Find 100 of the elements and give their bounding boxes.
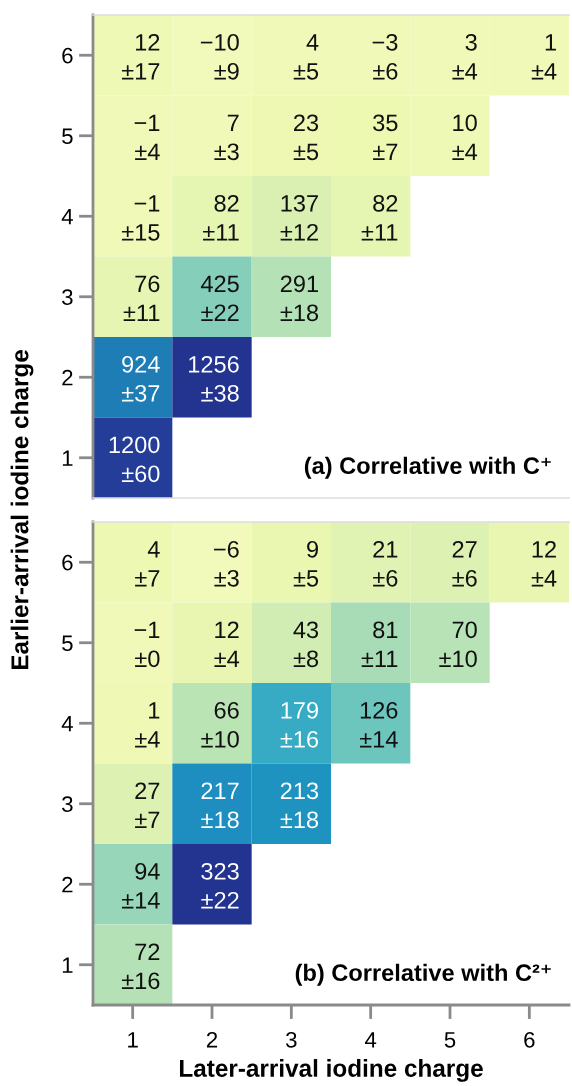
annotation: ±38 [201,384,239,402]
annotation: ±11 [361,650,398,667]
y-tick-label: 4 [61,209,73,225]
x-tick-label: 1 [128,1032,138,1048]
data-label: 4 [306,34,319,51]
annotation: ±4 [452,143,478,160]
annotation: ±10 [439,650,477,668]
annotation: ±3 [214,143,239,161]
y-axis-title: Earlier-arrival iodine charge [10,350,34,670]
data-label: 66 [214,701,239,719]
data-label: 323 [201,862,239,880]
annotation: ±12 [280,223,318,241]
annotation: (a) Correlative with C⁺ [304,456,551,479]
data-label: 213 [280,782,319,800]
annotation: ±5 [293,143,319,161]
y-tick-label: 3 [62,289,73,306]
data-label: 3 [465,33,477,51]
annotation: ±16 [121,972,160,990]
data-label: 924 [122,355,160,373]
data-label: 43 [293,621,319,639]
y-tick-label: 4 [61,716,73,732]
data-label: 7 [227,114,239,131]
y-tick-label: 6 [62,554,73,571]
data-label: 70 [452,621,477,639]
annotation: ±4 [135,731,160,748]
annotation: ±7 [135,570,160,587]
data-label: 76 [135,275,160,293]
annotation: ±60 [121,465,160,483]
annotation: ±22 [201,891,239,909]
data-label: 1 [545,34,556,51]
data-label: 1 [149,702,160,719]
annotation: (b) Correlative with C²⁺ [295,963,551,986]
annotation: ±4 [531,63,557,80]
annotation: ±7 [135,811,160,828]
y-tick-label: 5 [62,635,73,652]
annotation: ±4 [135,143,160,160]
annotation: ±17 [121,63,160,80]
data-label: 94 [135,862,160,880]
data-label: 72 [135,943,160,960]
annotation: ±5 [293,570,319,587]
data-label: 425 [200,275,239,293]
y-tick-label: 1 [62,450,73,466]
annotation: ±5 [293,63,319,80]
data-label: −10 [200,33,239,51]
data-label: 4 [147,541,160,558]
annotation: ±6 [373,62,398,80]
x-tick-label: 6 [524,1031,535,1048]
data-label: −1 [134,621,160,638]
data-label: 27 [452,540,477,558]
data-label: 126 [360,701,398,719]
x-axis-title: Later-arrival iodine charge [180,1059,483,1082]
data-label: 1256 [189,355,239,373]
annotation: ±10 [201,730,239,748]
annotation: ±14 [121,892,160,909]
annotation: ±18 [280,811,319,829]
y-tick-label: 2 [62,369,73,386]
annotation: ±14 [359,731,398,748]
annotation: ±18 [280,304,319,322]
data-label: 82 [373,194,398,212]
data-label: 217 [201,782,239,799]
y-tick-label: 3 [62,796,73,813]
annotation: ±7 [373,143,398,160]
annotation: ±3 [214,569,239,587]
data-label: 137 [281,194,318,212]
annotation: ±11 [123,304,160,321]
data-label: 27 [135,782,160,799]
data-label: 10 [453,114,477,132]
data-label: 1200 [109,436,160,454]
x-tick-label: 4 [365,1032,377,1048]
data-label: 12 [532,540,556,558]
annotation: ±16 [280,730,319,748]
annotation: ±8 [293,650,319,668]
x-tick-label: 2 [206,1031,218,1048]
data-label: 82 [214,194,239,212]
y-tick-label: 6 [62,47,73,64]
data-label: −1 [134,114,160,131]
annotation: ±18 [201,811,239,829]
data-label: −3 [372,33,398,51]
data-label: 81 [373,621,398,639]
annotation: ±22 [201,304,239,321]
annotation: ±6 [452,569,477,587]
data-label: 291 [280,275,318,293]
annotation: ±0 [135,650,160,668]
y-tick-label: 2 [62,876,73,893]
data-label: 12 [135,33,160,51]
annotation: ±11 [203,224,239,241]
data-label: 35 [373,114,398,132]
annotation: ±4 [452,63,478,80]
annotation: ±9 [214,62,239,80]
data-label: 21 [373,540,398,558]
annotation: ±37 [121,384,160,402]
data-label: −1 [134,195,160,212]
y-tick-label: 5 [62,128,73,145]
data-label: 9 [307,540,318,558]
annotation: ±4 [531,570,557,587]
annotation: ±4 [214,650,240,667]
x-tick-label: 3 [286,1031,297,1048]
data-label: 23 [294,114,319,132]
data-label: −6 [214,540,239,558]
annotation: ±6 [373,569,398,587]
